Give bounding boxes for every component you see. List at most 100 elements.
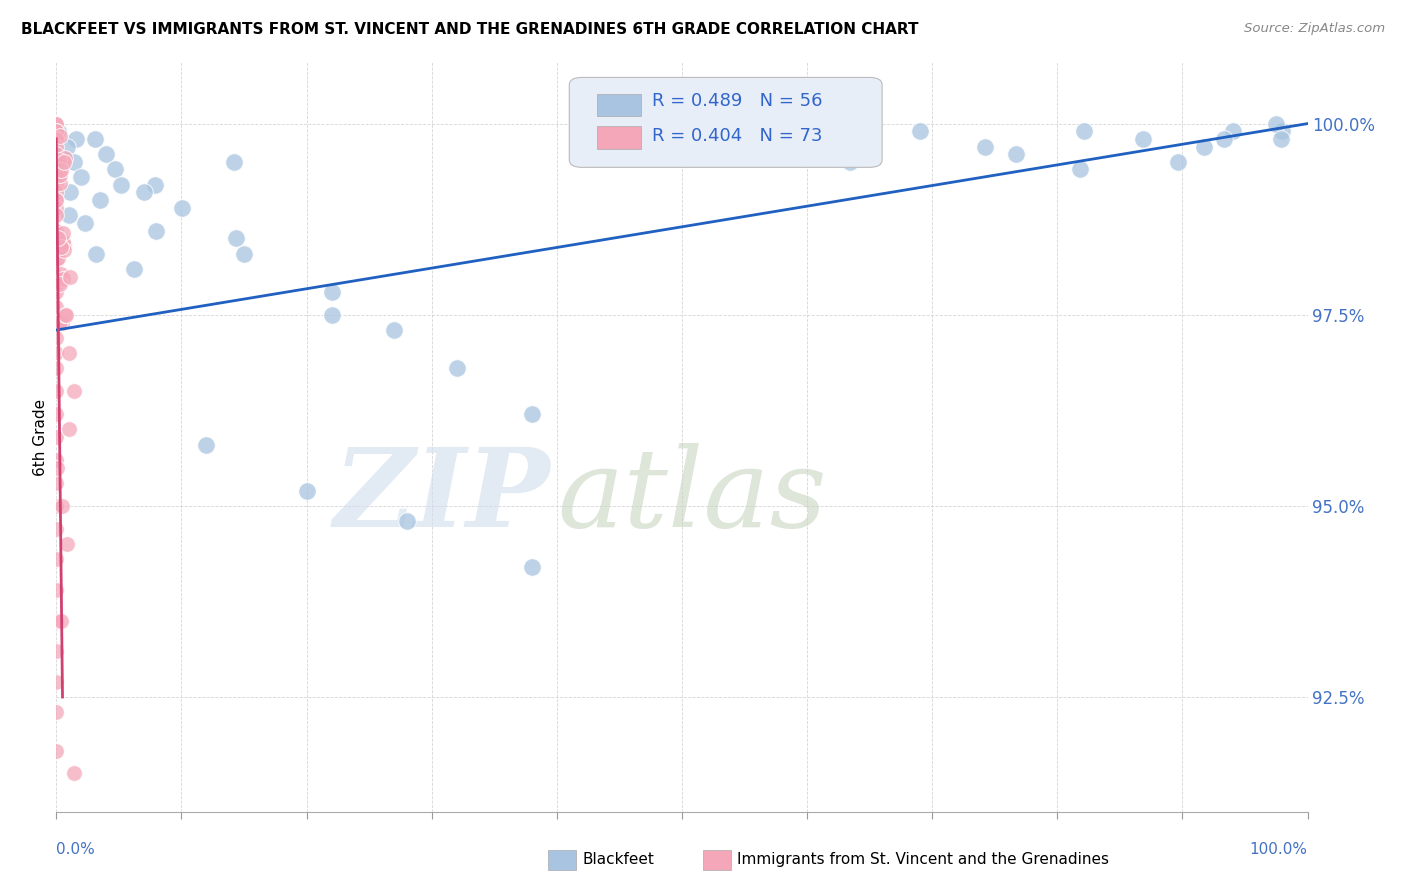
Point bbox=[49, 277, 72, 291]
Point bbox=[45, 170, 67, 185]
Point bbox=[45, 706, 67, 720]
Point bbox=[52, 271, 75, 285]
Text: 0.0%: 0.0% bbox=[56, 842, 96, 857]
Point bbox=[145, 224, 167, 238]
Point bbox=[63, 154, 86, 169]
Point bbox=[45, 674, 67, 689]
Point bbox=[195, 438, 218, 452]
Point bbox=[45, 178, 67, 192]
Point bbox=[143, 178, 166, 192]
Point bbox=[45, 186, 67, 200]
Y-axis label: 6th Grade: 6th Grade bbox=[32, 399, 48, 475]
Text: atlas: atlas bbox=[557, 443, 827, 550]
Point bbox=[46, 124, 69, 138]
Point bbox=[89, 193, 111, 207]
Point bbox=[45, 208, 67, 222]
Point bbox=[52, 237, 75, 252]
Point bbox=[839, 154, 862, 169]
Text: BLACKFEET VS IMMIGRANTS FROM ST. VINCENT AND THE GRENADINES 6TH GRADE CORRELATIO: BLACKFEET VS IMMIGRANTS FROM ST. VINCENT… bbox=[21, 22, 918, 37]
Point bbox=[45, 254, 67, 268]
Point bbox=[1132, 132, 1154, 146]
Point bbox=[395, 514, 418, 528]
Point bbox=[45, 124, 67, 138]
Point bbox=[45, 331, 67, 345]
Point bbox=[908, 124, 931, 138]
Point bbox=[45, 193, 67, 207]
Point bbox=[45, 239, 67, 253]
Text: Immigrants from St. Vincent and the Grenadines: Immigrants from St. Vincent and the Gren… bbox=[737, 853, 1109, 867]
Point bbox=[48, 153, 70, 167]
Point bbox=[45, 475, 67, 490]
Point bbox=[53, 308, 76, 322]
Point bbox=[1167, 154, 1189, 169]
Text: Source: ZipAtlas.com: Source: ZipAtlas.com bbox=[1244, 22, 1385, 36]
Point bbox=[49, 267, 72, 281]
Point bbox=[56, 537, 79, 551]
Point bbox=[96, 147, 118, 161]
Point bbox=[45, 154, 67, 169]
Text: R = 0.489   N = 56: R = 0.489 N = 56 bbox=[652, 93, 823, 111]
Point bbox=[45, 193, 67, 207]
Point bbox=[45, 315, 67, 329]
FancyBboxPatch shape bbox=[596, 126, 641, 149]
Point bbox=[45, 499, 67, 513]
Point bbox=[58, 208, 80, 222]
Point bbox=[382, 323, 405, 337]
Point bbox=[84, 246, 107, 260]
Point bbox=[45, 117, 67, 131]
Point bbox=[45, 582, 67, 597]
Point bbox=[53, 152, 76, 166]
Point bbox=[46, 460, 69, 475]
Point bbox=[45, 384, 67, 399]
Point bbox=[63, 766, 86, 780]
Point bbox=[83, 132, 105, 146]
Point bbox=[52, 226, 75, 240]
Point bbox=[45, 644, 67, 658]
Point bbox=[45, 269, 67, 284]
Point bbox=[46, 231, 69, 245]
Point bbox=[49, 240, 72, 254]
Point bbox=[45, 743, 67, 757]
Point bbox=[46, 231, 69, 245]
Point bbox=[48, 275, 70, 289]
Point bbox=[520, 560, 543, 574]
Point bbox=[63, 384, 86, 399]
Point bbox=[974, 139, 997, 153]
Point bbox=[59, 186, 82, 200]
Point bbox=[1069, 162, 1091, 177]
Point bbox=[1213, 132, 1236, 146]
Point bbox=[49, 163, 72, 178]
Point bbox=[104, 162, 127, 177]
Text: ZIP: ZIP bbox=[333, 443, 551, 550]
Point bbox=[45, 117, 67, 131]
Point bbox=[65, 132, 87, 146]
Point bbox=[45, 162, 67, 177]
Point bbox=[45, 453, 67, 467]
Point bbox=[1265, 117, 1288, 131]
Point bbox=[56, 139, 79, 153]
Point bbox=[46, 251, 69, 265]
Point bbox=[1194, 139, 1216, 153]
Point bbox=[233, 246, 256, 260]
Point bbox=[53, 154, 76, 169]
Point bbox=[55, 308, 77, 322]
Point bbox=[295, 483, 318, 498]
Point bbox=[58, 422, 80, 436]
Point bbox=[225, 231, 247, 245]
Point bbox=[1271, 124, 1294, 138]
Point bbox=[122, 261, 145, 276]
Point bbox=[45, 147, 67, 161]
Text: Blackfeet: Blackfeet bbox=[582, 853, 654, 867]
Point bbox=[321, 285, 343, 299]
Point bbox=[222, 154, 245, 169]
Point bbox=[49, 176, 72, 190]
Point bbox=[52, 243, 75, 257]
Point bbox=[45, 407, 67, 421]
Point bbox=[73, 216, 96, 230]
Point bbox=[45, 132, 67, 146]
Point bbox=[51, 240, 73, 254]
Point bbox=[45, 139, 67, 153]
Point bbox=[110, 178, 132, 192]
Text: 100.0%: 100.0% bbox=[1250, 842, 1308, 857]
Point bbox=[45, 614, 67, 628]
